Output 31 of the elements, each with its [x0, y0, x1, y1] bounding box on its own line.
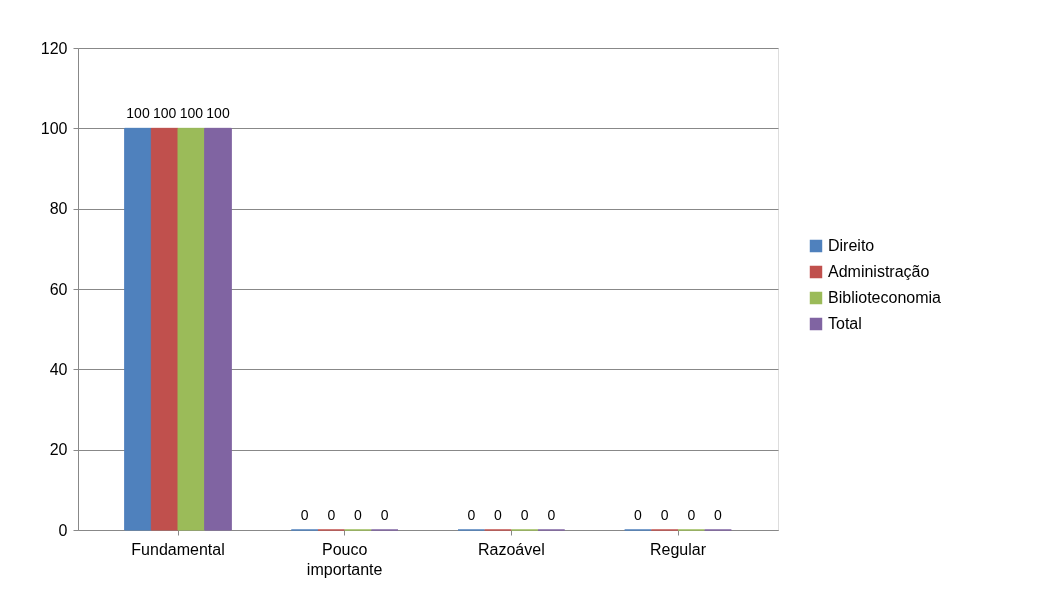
y-tick-label: 60 — [49, 280, 68, 298]
data-label: 0 — [300, 507, 309, 523]
data-label: 0 — [547, 507, 556, 523]
x-tick-label: Pouco importante — [306, 540, 383, 578]
legend-label: Administração — [828, 263, 930, 280]
data-label: 0 — [380, 507, 389, 523]
x-tick-label: Razoável — [477, 540, 545, 558]
data-label: 0 — [354, 507, 363, 523]
y-tick-label: 40 — [49, 360, 68, 378]
data-label: 0 — [494, 507, 503, 523]
legend-label: Total — [828, 315, 862, 332]
y-tick-label: 120 — [40, 39, 68, 57]
x-tick-label: Fundamental — [131, 540, 225, 558]
data-label: 0 — [714, 507, 723, 523]
data-label: 0 — [660, 507, 669, 523]
data-label: 100 — [152, 105, 177, 122]
data-label: 0 — [687, 507, 696, 523]
data-label: 0 — [520, 507, 529, 523]
data-label: 100 — [126, 105, 150, 122]
legend-label: Direito — [828, 237, 875, 254]
legend-label: Biblioteconomia — [828, 289, 942, 306]
y-tick-label: 0 — [58, 521, 68, 539]
y-tick-label: 100 — [40, 119, 68, 137]
y-tick-label: 80 — [49, 200, 68, 218]
data-label: 0 — [634, 507, 643, 523]
data-label: 100 — [206, 105, 230, 122]
y-tick-label: 20 — [49, 441, 68, 459]
data-label: 0 — [467, 507, 476, 523]
data-label: 100 — [179, 105, 204, 122]
x-tick-label: Regular — [649, 540, 707, 558]
data-label: 0 — [327, 507, 336, 523]
